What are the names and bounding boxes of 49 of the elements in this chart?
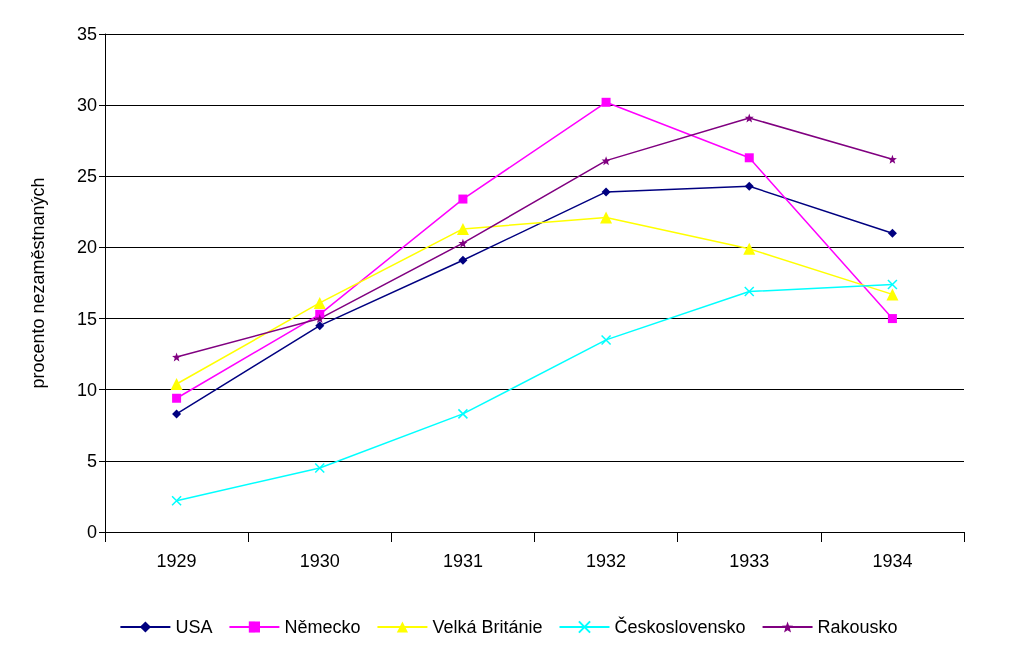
legend-label: USA — [175, 617, 213, 637]
point — [887, 279, 898, 290]
point — [456, 222, 469, 235]
point — [887, 228, 897, 238]
legend-label: Německo — [284, 617, 361, 637]
x-tick-label: 1933 — [729, 551, 770, 571]
y-tick-label: 0 — [86, 522, 97, 542]
point — [457, 408, 469, 420]
point — [172, 352, 182, 362]
point — [744, 113, 754, 123]
y-tick-label: 15 — [76, 308, 97, 329]
point — [743, 242, 756, 255]
point — [887, 314, 897, 324]
point — [600, 334, 612, 346]
y-tick-label: 5 — [86, 450, 97, 471]
point — [172, 409, 182, 419]
point — [172, 393, 182, 403]
point — [744, 286, 755, 297]
y-axis-title: procento nezaměstnaných — [28, 177, 48, 389]
point — [886, 288, 899, 301]
point — [744, 181, 754, 191]
point — [458, 255, 468, 265]
legend-label: Rakousko — [817, 617, 898, 637]
point — [314, 462, 325, 474]
point — [170, 378, 183, 391]
point — [887, 154, 897, 164]
y-tick-label: 30 — [76, 95, 97, 116]
point — [458, 194, 468, 204]
point — [601, 97, 611, 107]
point — [600, 211, 613, 224]
y-tick-label: 10 — [76, 379, 97, 400]
point — [458, 238, 468, 248]
point — [313, 296, 326, 309]
y-tick-label: 35 — [76, 24, 97, 44]
legend-label: Velká Británie — [432, 617, 543, 637]
legend-label: Československo — [614, 616, 746, 637]
x-tick-label: 1934 — [872, 551, 913, 571]
x-tick-label: 1932 — [586, 551, 627, 571]
point — [601, 187, 611, 197]
point — [744, 153, 754, 163]
x-tick-label: 1929 — [156, 551, 197, 571]
x-tick-label: 1931 — [442, 551, 483, 571]
y-tick-label: 20 — [76, 237, 97, 258]
point — [171, 495, 182, 506]
y-tick-label: 25 — [76, 166, 97, 187]
point — [315, 314, 325, 324]
point — [315, 321, 325, 331]
x-tick-label: 1930 — [299, 551, 340, 571]
point — [601, 156, 611, 166]
